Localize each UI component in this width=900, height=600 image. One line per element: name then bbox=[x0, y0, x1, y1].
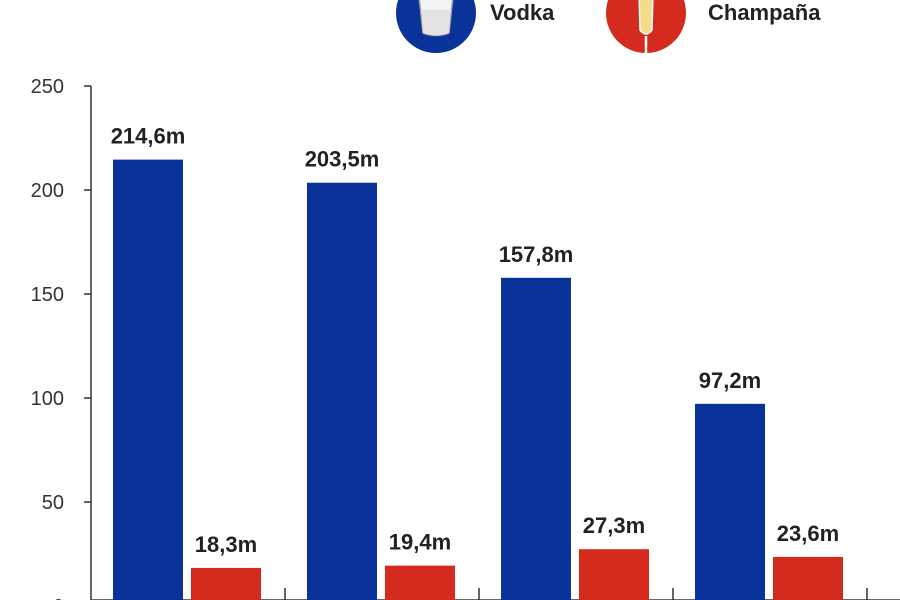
champagne-flute-icon bbox=[606, 0, 686, 56]
vodka-glass-icon bbox=[396, 0, 476, 53]
data-label-champana: 27,3m bbox=[583, 513, 645, 538]
data-label-vodka: 203,5m bbox=[305, 147, 380, 172]
data-label-vodka: 97,2m bbox=[699, 368, 761, 393]
bar-champana bbox=[385, 565, 455, 600]
x-axis-ticks bbox=[284, 588, 868, 600]
y-axis-ticks: 0 50 100 150 200 250 bbox=[31, 76, 91, 600]
data-label-vodka: 214,6m bbox=[111, 124, 186, 149]
bar-vodka bbox=[695, 403, 765, 600]
bar-champana bbox=[191, 567, 261, 600]
y-tick-label: 200 bbox=[31, 180, 64, 202]
bar-vodka bbox=[113, 159, 183, 600]
y-tick-label: 0 bbox=[53, 596, 64, 600]
y-tick-label: 100 bbox=[31, 388, 64, 410]
data-label-champana: 18,3m bbox=[195, 532, 257, 557]
data-label-champana: 19,4m bbox=[389, 530, 451, 555]
y-tick-label: 50 bbox=[42, 492, 64, 514]
bar-champana bbox=[773, 556, 843, 600]
legend-label-champana: Champaña bbox=[708, 0, 821, 25]
legend: Vodka Champaña bbox=[396, 0, 821, 56]
data-labels-group: 214,6m 18,3m 203,5m 19,4m 157,8m 27,3m 97,2m 23… bbox=[111, 124, 840, 557]
legend-label-vodka: Vodka bbox=[490, 0, 555, 25]
y-tick-label: 150 bbox=[31, 284, 64, 306]
bars-group bbox=[113, 159, 843, 600]
data-label-champana: 23,6m bbox=[777, 521, 839, 546]
y-tick-label: 250 bbox=[31, 76, 64, 98]
bar-vodka bbox=[501, 277, 571, 600]
bar-vodka bbox=[307, 182, 377, 600]
bar-champana bbox=[579, 549, 649, 600]
data-label-vodka: 157,8m bbox=[499, 242, 574, 267]
